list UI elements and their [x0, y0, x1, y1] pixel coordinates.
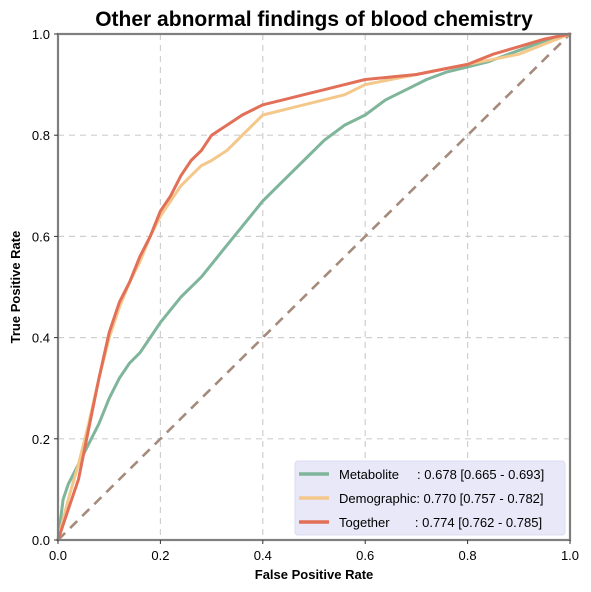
plot-frame: [56, 32, 572, 542]
y-tick-label: 1.0: [32, 27, 50, 42]
x-tick-label: 0.6: [356, 548, 374, 563]
y-tick-label: 0.0: [32, 533, 50, 548]
x-tick-label: 0.4: [254, 548, 272, 563]
legend-label-2: Demographic: 0.770 [0.757 - 0.782]: [339, 491, 544, 506]
x-tick-label: 0.2: [151, 548, 169, 563]
roc-series-line-1: [56, 32, 572, 542]
chart-title: Other abnormal findings of blood chemist…: [95, 8, 533, 31]
plot-lines: [56, 32, 572, 542]
x-axis-label: False Positive Rate: [255, 567, 374, 582]
grid-lines: [58, 34, 570, 540]
legend-label-3: Together : 0.774 [0.762 - 0.785]: [339, 515, 542, 530]
y-axis-ticks: 0.0 0.2 0.4 0.6 0.8 1.0: [32, 27, 58, 548]
y-axis-label: True Positive Rate: [8, 231, 23, 344]
legend-box: [294, 460, 566, 536]
chance-reference-line: [57, 33, 571, 541]
y-tick-label: 0.4: [32, 331, 50, 346]
y-tick-label: 0.6: [32, 229, 50, 244]
x-tick-label: 1.0: [561, 548, 579, 563]
x-tick-label: 0.8: [459, 548, 477, 563]
legend: Metabolite : 0.678 [0.665 - 0.693] Demogr…: [294, 460, 566, 536]
y-tick-label: 0.2: [32, 432, 50, 447]
roc-series-line-3: [56, 32, 572, 542]
x-axis-ticks: 0.0 0.2 0.4 0.6 0.8 1.0: [49, 540, 579, 563]
x-tick-label: 0.0: [49, 548, 67, 563]
y-tick-label: 0.8: [32, 128, 50, 143]
legend-label-1: Metabolite : 0.678 [0.665 - 0.693]: [339, 467, 544, 482]
